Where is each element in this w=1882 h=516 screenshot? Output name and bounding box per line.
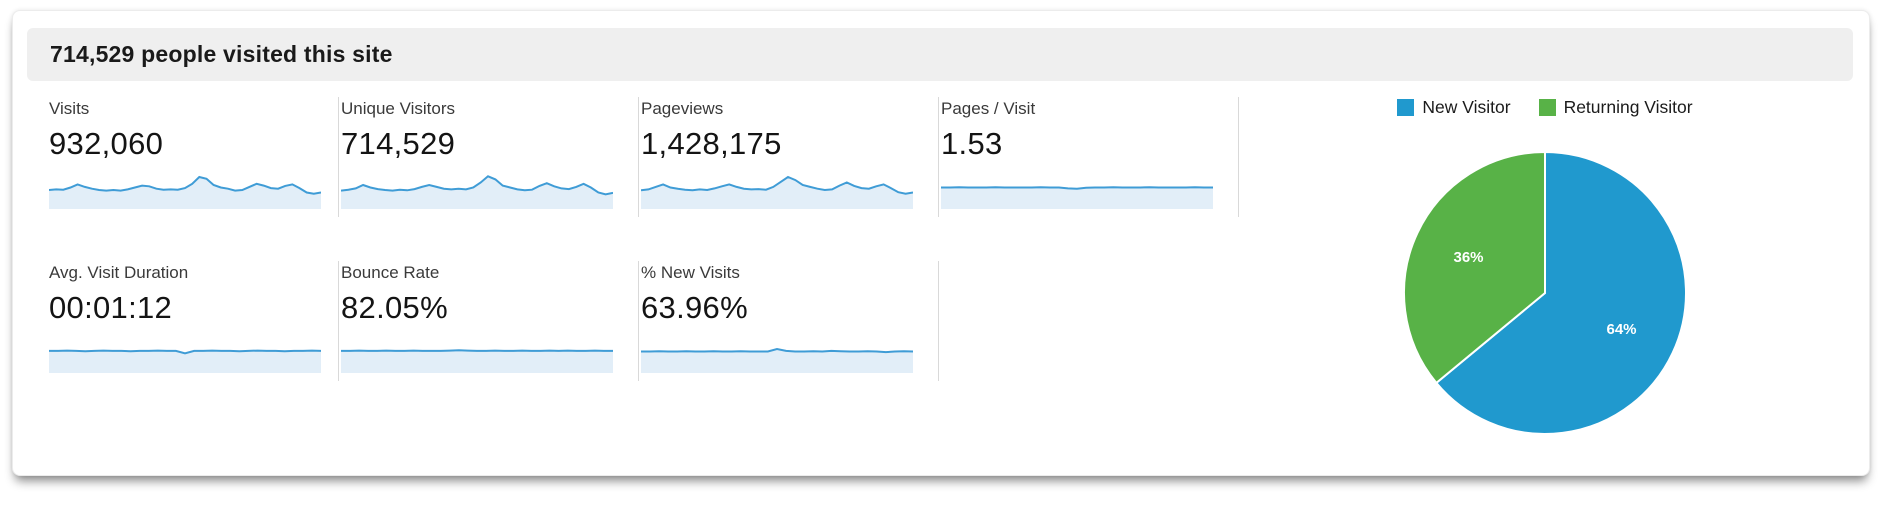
avg-visit-duration-sparkline-chart[interactable]	[49, 333, 321, 373]
pie-slice-returning-visitor[interactable]	[1403, 150, 1546, 385]
returning-visitor-swatch-icon	[1538, 99, 1556, 116]
legend-item-returning-visitor[interactable]: Returning Visitor	[1538, 97, 1693, 118]
visits-sparkline-chart[interactable]	[49, 169, 321, 209]
metric-label: Pages / Visit	[941, 99, 1036, 118]
new-visitor-swatch-icon	[1397, 99, 1415, 116]
metrics-row-2: Avg. Visit Duration 00:01:12 Bounce Rate…	[39, 261, 1251, 381]
overview-card: 714,529 people visited this site Visits …	[12, 10, 1870, 476]
visitors-summary-bar: 714,529 people visited this site	[27, 28, 1853, 81]
metric-value: 932,060	[49, 126, 164, 161]
metric-card-bounce-rate[interactable]: Bounce Rate 82.05%	[339, 261, 639, 381]
bounce-rate-sparkline-chart[interactable]	[341, 333, 613, 373]
visitor-type-pie-chart[interactable]: 64% 36%	[1400, 148, 1690, 438]
metric-label: Unique Visitors	[341, 99, 456, 118]
metric-label: % New Visits	[641, 263, 740, 282]
visitors-summary-title: 714,529 people visited this site	[50, 41, 393, 67]
legend-item-new-visitor[interactable]: New Visitor	[1397, 97, 1511, 118]
metric-value: 1.53	[941, 126, 1003, 161]
metric-value: 82.05%	[341, 290, 448, 325]
legend-label: Returning Visitor	[1563, 97, 1693, 117]
pageviews-sparkline-chart[interactable]	[641, 169, 913, 209]
metric-card-pageviews[interactable]: Pageviews 1,428,175	[639, 97, 939, 217]
pages-per-visit-sparkline-chart[interactable]	[941, 169, 1213, 209]
metric-card-unique-visitors[interactable]: Unique Visitors 714,529	[339, 97, 639, 217]
metric-label: Pageviews	[641, 99, 724, 118]
overview-content: Visits 932,060 Unique Visitors 714,529 P…	[13, 81, 1869, 443]
metric-value: 714,529	[341, 126, 456, 161]
visitor-type-panel: New Visitor Returning Visitor 64% 36%	[1251, 97, 1869, 443]
pie-slice-new-visitor[interactable]	[1434, 150, 1687, 435]
metric-value: 63.96%	[641, 290, 748, 325]
metric-value: 00:01:12	[49, 290, 173, 325]
metric-label: Visits	[49, 99, 90, 118]
metric-label: Bounce Rate	[341, 263, 440, 282]
legend-label: New Visitor	[1422, 97, 1511, 117]
metrics-grid: Visits 932,060 Unique Visitors 714,529 P…	[39, 97, 1251, 443]
pie-slice-label: 64%	[1606, 321, 1636, 338]
metrics-row-1: Visits 932,060 Unique Visitors 714,529 P…	[39, 97, 1251, 217]
unique-visitors-sparkline-chart[interactable]	[341, 169, 613, 209]
metric-value: 1,428,175	[641, 126, 782, 161]
pie-chart-wrap: 64% 36%	[1400, 148, 1690, 443]
metric-label: Avg. Visit Duration	[49, 263, 189, 282]
pie-slice-label: 36%	[1453, 249, 1483, 266]
metric-card-percent-new-visits[interactable]: % New Visits 63.96%	[639, 261, 939, 381]
pie-legend: New Visitor Returning Visitor	[1397, 97, 1693, 118]
metric-card-avg-visit-duration[interactable]: Avg. Visit Duration 00:01:12	[39, 261, 339, 381]
metric-card-visits[interactable]: Visits 932,060	[39, 97, 339, 217]
metric-card-pages-per-visit[interactable]: Pages / Visit 1.53	[939, 97, 1239, 217]
percent-new-visits-sparkline-chart[interactable]	[641, 333, 913, 373]
